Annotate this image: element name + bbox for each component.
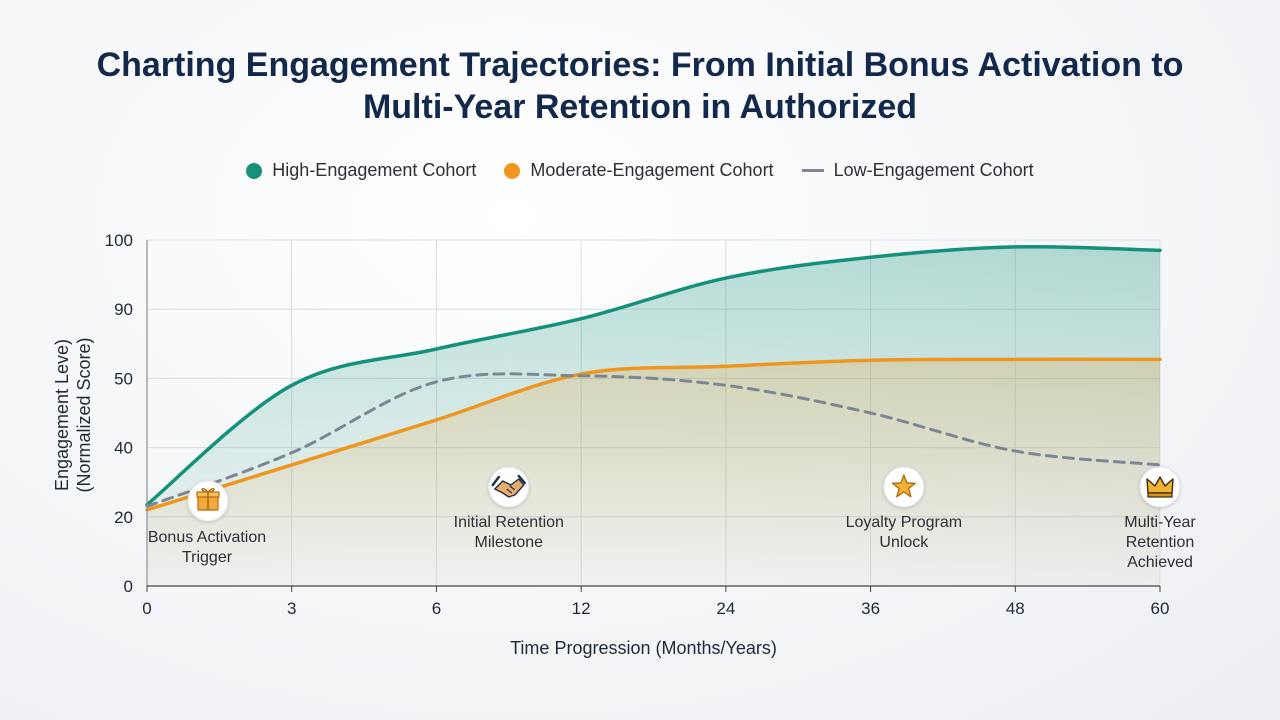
x-tick-label: 12: [572, 599, 591, 618]
y-axis-title: Engagement Leve) (Normalized Score): [52, 337, 94, 492]
chart-title: Charting Engagement Trajectories: From I…: [40, 44, 1240, 128]
x-tick-label: 24: [716, 599, 735, 618]
annotation-label: Milestone: [475, 534, 544, 551]
legend-marker-low: [801, 169, 824, 172]
legend-label-moderate: Moderate-Engagement Cohort: [530, 160, 774, 180]
legend-item-low: Low-Engagement Cohort: [801, 160, 1034, 181]
chart-title-line-2: Multi-Year Retention in Authorized: [362, 88, 918, 126]
area-fill-moderate: [147, 359, 1160, 586]
y-tick-label: 100: [105, 231, 133, 250]
y-tick-label: 90: [114, 300, 133, 319]
annotation-label: Unlock: [879, 534, 929, 551]
legend-item-high: High-Engagement Cohort: [246, 160, 476, 181]
legend-item-moderate: Moderate-Engagement Cohort: [504, 160, 774, 181]
annotation-label: Trigger: [182, 549, 233, 566]
x-tick-label: 6: [432, 599, 441, 618]
y-tick-label: 20: [114, 508, 133, 527]
annotation-label: Initial Retention: [454, 514, 564, 531]
series-line-moderate: [145, 357, 1162, 512]
gift-icon: [187, 480, 229, 522]
y-axis-title-line: (Normalized Score): [74, 337, 94, 492]
annotation-label: Bonus Activation: [148, 529, 266, 546]
annotation-label: Retention: [1126, 534, 1195, 551]
x-tick-label: 0: [142, 599, 151, 618]
x-tick-label: 60: [1151, 599, 1170, 618]
annotation-label: Loyalty Program: [846, 514, 963, 531]
series-line-low: [145, 372, 1162, 508]
y-tick-label: 50: [114, 369, 133, 388]
legend-marker-moderate: [504, 162, 521, 179]
chart-legend: High-Engagement Cohort Moderate-Engageme…: [0, 160, 1280, 181]
legend-marker-high: [246, 162, 263, 179]
x-axis-title: Time Progression (Months/Years): [510, 638, 777, 658]
x-tick-label: 48: [1006, 599, 1025, 618]
legend-label-low: Low-Engagement Cohort: [833, 160, 1034, 180]
handshake-icon: [488, 466, 530, 508]
y-tick-label: 40: [114, 439, 133, 458]
legend-label-high: High-Engagement Cohort: [272, 160, 477, 180]
chart-title-line-1: Charting Engagement Trajectories: From I…: [96, 46, 1184, 84]
annotation-label: Achieved: [1127, 554, 1193, 571]
x-tick-label: 3: [287, 599, 296, 618]
x-tick-label: 36: [861, 599, 880, 618]
annotation-label: Multi-Year: [1124, 514, 1196, 531]
y-axis-title-line: Engagement Leve): [52, 339, 72, 491]
star-icon: [883, 466, 925, 508]
y-tick-label: 0: [124, 577, 133, 596]
crown-icon: [1139, 466, 1181, 508]
series-line-high: [145, 244, 1162, 507]
